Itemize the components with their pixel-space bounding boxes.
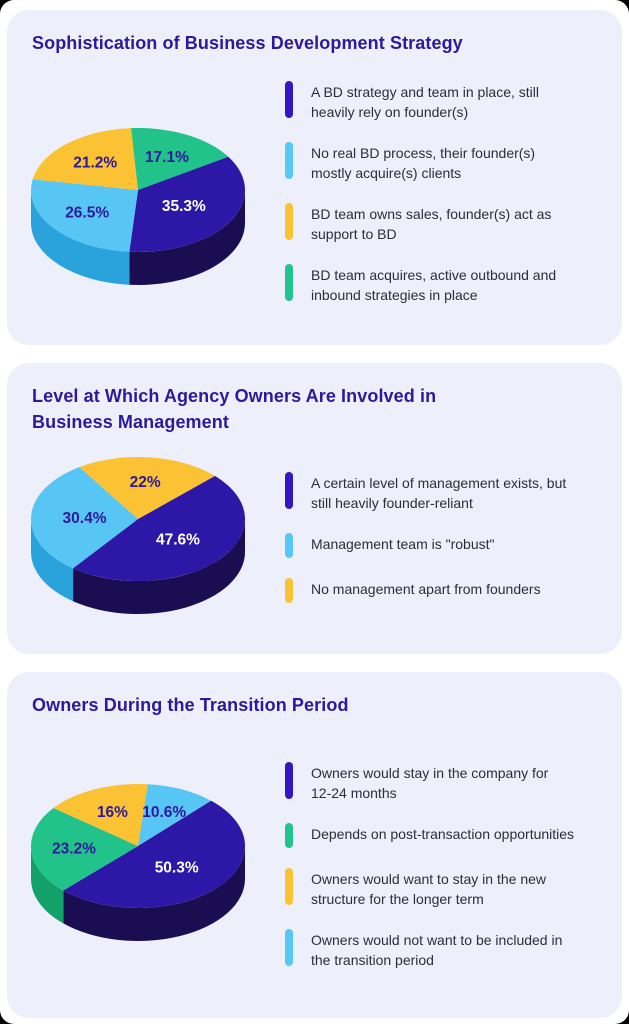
pie-percent-label: 22% [130,474,161,491]
legend-item: Owners would want to stay in the new str… [285,868,615,909]
legend-item: No real BD process, their founder(s) mos… [285,142,615,183]
legend-item: Depends on post-transaction opportunitie… [285,823,615,848]
legend-color-bar [285,142,293,179]
legend-item: Owners would stay in the company for 12-… [285,762,615,803]
legend-item: BD team owns sales, founder(s) act as su… [285,203,615,244]
pie-slice-side [129,190,245,285]
legend-label: BD team acquires, active outbound and in… [311,267,557,303]
pie-slice [79,457,215,519]
legend-color-bar [285,533,293,558]
legend-item: A BD strategy and team in place, still h… [285,81,615,122]
legend-label: A certain level of management exists, bu… [311,475,567,511]
legend-label: A BD strategy and team in place, still h… [311,84,539,120]
legend-item: A certain level of management exists, bu… [285,472,615,513]
pie-slice [73,475,245,581]
legend-color-bar [285,578,293,603]
legend-label: BD team owns sales, founder(s) act as su… [311,206,552,242]
pie-chart-transition-period: 10.6% 50.3% 23.2% 16% [30,784,246,941]
card-transition-period: Owners During the Transition Period 10.6… [7,672,622,1018]
legend-color-bar [285,868,293,905]
legend-label: Owners would not want to be included in … [311,932,563,968]
card-title: Owners During the Transition Period [32,695,349,715]
legend-label: No management apart from founders [311,581,541,597]
card-bd-strategy: Sophistication of Business Development S… [7,10,622,345]
pie-slice [129,156,245,252]
pie-slice [30,179,138,252]
legend-label: Owners would want to stay in the new str… [311,871,547,907]
pie-slice [53,784,148,846]
legend-color-bar [285,929,293,966]
pie-slice [30,808,138,891]
pie-slice [130,128,229,190]
card-owner-involvement: Level at Which Agency Owners Are Involve… [7,363,622,654]
pie-percent-label: 26.5% [65,205,109,222]
legend-label: Owners would stay in the company for 12-… [311,765,549,801]
pie-percent-label: 16% [97,804,128,821]
legend-color-bar [285,472,293,509]
legend-color-bar [285,762,293,799]
pie-slice-side [73,519,245,614]
legend-item: Owners would not want to be included in … [285,929,615,970]
pie-slice [31,467,138,569]
pie-percent-label: 10.6% [142,804,186,821]
legend-label: Depends on post-transaction opportunitie… [311,826,575,842]
pie-percent-label: 23.2% [52,841,96,858]
pie-slice [32,128,139,190]
legend-label: No real BD process, their founder(s) mos… [311,145,536,181]
legend-transition-period: Owners would stay in the company for 12-… [285,762,615,970]
legend-label: Management team is "robust" [311,536,495,552]
legend-bd-strategy: A BD strategy and team in place, still h… [285,81,615,305]
pie-percent-label: 17.1% [145,149,189,166]
pie-percent-label: 47.6% [156,532,200,549]
pie-chart-owner-involvement: 47.6% 30.4% 22% [31,457,245,614]
legend-color-bar [285,264,293,301]
legend-item: No management apart from founders [285,578,615,603]
legend-color-bar [285,81,293,118]
legend-item: BD team acquires, active outbound and in… [285,264,615,305]
pie-slice-side [63,846,246,941]
pie-slice-side [31,519,74,602]
legend-color-bar [285,823,293,848]
pie-percent-label: 21.2% [73,154,117,171]
legend-color-bar [285,203,293,240]
pie-slice-side [31,846,64,924]
pie-slice [63,800,246,909]
pie-slice [138,784,212,846]
pie-chart-bd-strategy: 17.1% 35.3% 26.5% 21.2% [30,128,245,285]
card-title: Level at Which Agency Owners Are Involve… [32,386,437,432]
pie-percent-label: 50.3% [155,859,199,876]
pie-percent-label: 30.4% [63,510,107,527]
card-title: Sophistication of Business Development S… [32,33,463,53]
legend-item: Management team is "robust" [285,533,615,558]
pie-percent-label: 35.3% [162,198,206,215]
legend-owner-involvement: A certain level of management exists, bu… [285,472,615,603]
pie-slice-side [31,190,130,285]
